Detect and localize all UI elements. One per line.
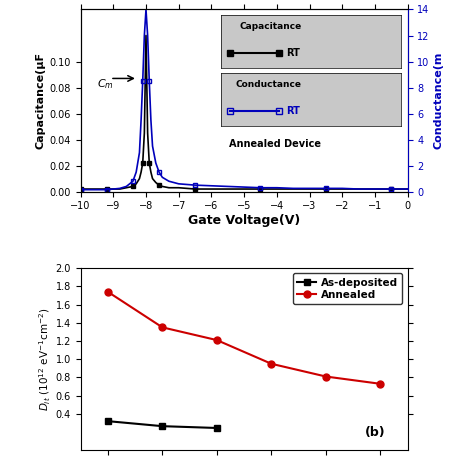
Line: As-deposited: As-deposited bbox=[104, 418, 220, 431]
X-axis label: Gate Voltage(V): Gate Voltage(V) bbox=[188, 214, 300, 227]
Annealed bbox=[159, 325, 165, 330]
Line: Annealed: Annealed bbox=[104, 288, 384, 387]
Text: (b): (b) bbox=[365, 426, 386, 438]
Y-axis label: Conductance(m: Conductance(m bbox=[434, 52, 444, 149]
As-deposited bbox=[214, 425, 219, 431]
Annealed bbox=[105, 289, 111, 295]
Y-axis label: $D_{it}\ (10^{12}\ \mathrm{eV^{-1}cm^{-2}})$: $D_{it}\ (10^{12}\ \mathrm{eV^{-1}cm^{-2… bbox=[37, 308, 53, 411]
Text: Annealed Device: Annealed Device bbox=[229, 139, 321, 149]
Y-axis label: Capacitance(μF: Capacitance(μF bbox=[35, 52, 45, 149]
Annealed bbox=[268, 361, 274, 366]
As-deposited bbox=[105, 419, 111, 424]
Annealed bbox=[214, 337, 219, 343]
Text: $C_m$: $C_m$ bbox=[97, 78, 114, 91]
Annealed bbox=[377, 381, 383, 387]
As-deposited bbox=[159, 423, 165, 429]
Annealed bbox=[323, 374, 328, 379]
Legend: As-deposited, Annealed: As-deposited, Annealed bbox=[293, 273, 402, 304]
